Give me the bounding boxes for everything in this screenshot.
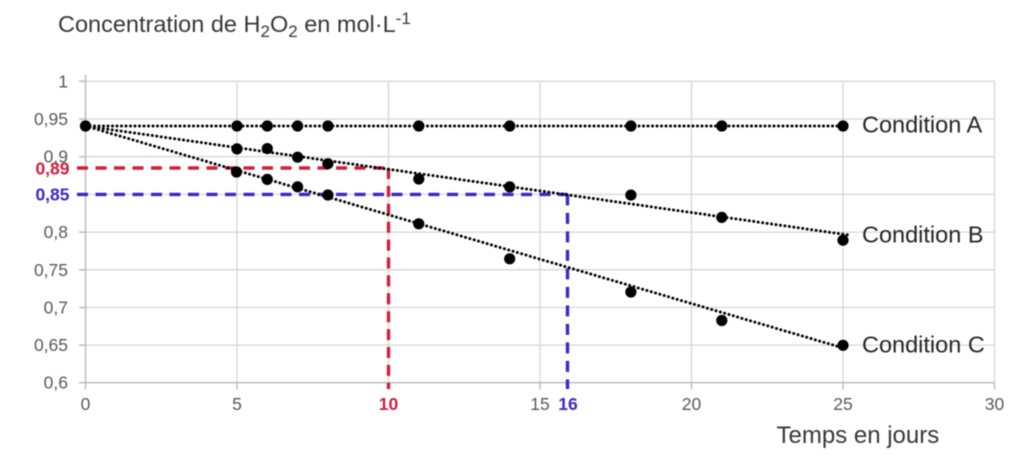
svg-text:0,85: 0,85 (35, 185, 69, 205)
svg-text:0,8: 0,8 (44, 222, 68, 242)
svg-text:Concentration de H2O2 en mol·L: Concentration de H2O2 en mol·L-1 (58, 9, 411, 41)
svg-text:Condition B: Condition B (862, 221, 984, 247)
svg-text:0: 0 (81, 394, 91, 414)
svg-text:Temps en jours: Temps en jours (777, 422, 940, 449)
svg-text:10: 10 (379, 394, 399, 414)
svg-text:Condition C: Condition C (862, 332, 985, 358)
svg-text:0,9: 0,9 (44, 147, 68, 167)
svg-text:0,65: 0,65 (34, 335, 68, 355)
svg-text:0,7: 0,7 (44, 298, 68, 318)
svg-text:20: 20 (682, 394, 702, 414)
svg-text:1: 1 (58, 71, 68, 91)
svg-text:30: 30 (985, 394, 1005, 414)
svg-text:25: 25 (833, 394, 852, 414)
svg-text:5: 5 (232, 394, 242, 414)
svg-text:0,6: 0,6 (44, 373, 68, 393)
svg-text:0,89: 0,89 (35, 159, 69, 179)
svg-text:0,75: 0,75 (34, 260, 68, 280)
svg-text:15: 15 (530, 394, 549, 414)
svg-text:0,95: 0,95 (34, 109, 68, 129)
svg-text:16: 16 (558, 394, 578, 414)
svg-text:Condition A: Condition A (862, 112, 983, 138)
